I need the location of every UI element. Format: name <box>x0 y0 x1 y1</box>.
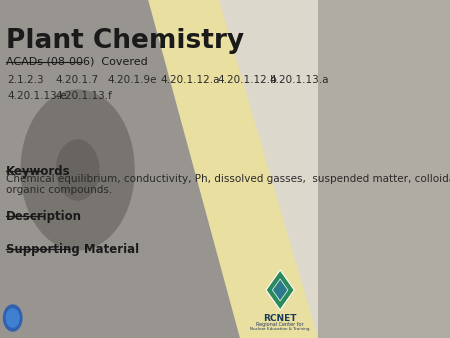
Circle shape <box>6 309 19 327</box>
Text: Regional Center for: Regional Center for <box>256 322 304 327</box>
Polygon shape <box>219 0 318 338</box>
Text: 4.20.1.13.e: 4.20.1.13.e <box>7 91 67 101</box>
Text: 4.20.1.12.b: 4.20.1.12.b <box>217 75 277 85</box>
Text: Nuclear Education & Training: Nuclear Education & Training <box>250 327 310 331</box>
Text: 4.20.1.13.a: 4.20.1.13.a <box>270 75 329 85</box>
Circle shape <box>56 140 99 200</box>
Polygon shape <box>272 279 288 301</box>
Polygon shape <box>120 0 318 338</box>
Text: 2.1.2.3: 2.1.2.3 <box>7 75 44 85</box>
Text: Supporting Material: Supporting Material <box>6 243 139 256</box>
Text: 4.20.1.7: 4.20.1.7 <box>55 75 98 85</box>
Text: RCNET: RCNET <box>263 314 297 323</box>
Polygon shape <box>0 0 240 338</box>
Text: 4.20.1.13.f: 4.20.1.13.f <box>55 91 112 101</box>
Circle shape <box>4 305 22 331</box>
Text: 4.20.1.9e: 4.20.1.9e <box>107 75 157 85</box>
Text: Keywords: Keywords <box>6 165 70 178</box>
Text: Chemical equilibrium, conductivity, Ph, dissolved gasses,  suspended matter, col: Chemical equilibrium, conductivity, Ph, … <box>6 174 450 184</box>
Circle shape <box>21 90 134 250</box>
Text: organic compounds.: organic compounds. <box>6 185 112 195</box>
Text: 4.20.1.12.a: 4.20.1.12.a <box>161 75 220 85</box>
Text: Description: Description <box>6 210 81 223</box>
Polygon shape <box>266 270 294 310</box>
Text: Plant Chemistry: Plant Chemistry <box>6 28 244 54</box>
Text: ACADs (08-006)  Covered: ACADs (08-006) Covered <box>6 56 148 66</box>
